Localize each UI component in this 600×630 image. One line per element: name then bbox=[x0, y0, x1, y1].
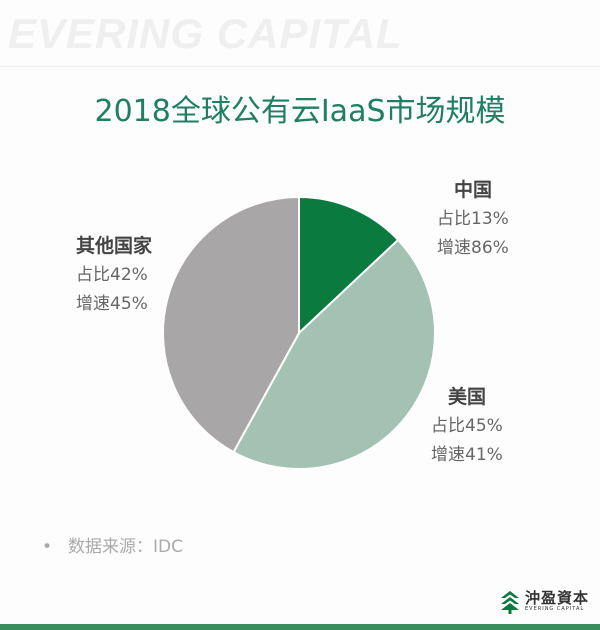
slice-china bbox=[298, 196, 400, 336]
pie-slices bbox=[162, 196, 436, 470]
label-usa-share: 占比45% bbox=[431, 416, 503, 436]
label-others: 其他国家 占比42% 增速45% bbox=[76, 232, 152, 319]
header-band: EVERING CAPITAL bbox=[0, 0, 600, 67]
label-usa: 美国 占比45% 增速41% bbox=[431, 383, 503, 470]
label-others-growth: 增速45% bbox=[76, 294, 148, 314]
slice-usa bbox=[232, 238, 436, 470]
label-usa-name: 美国 bbox=[448, 386, 487, 408]
company-logo: 沖盈資本 EVERING CAPITAL bbox=[500, 590, 589, 614]
pie-chart bbox=[162, 196, 436, 470]
tree-logo-icon bbox=[501, 591, 519, 614]
bullet: • bbox=[42, 537, 53, 557]
data-source: • 数据来源：IDC bbox=[42, 532, 183, 557]
logo-en: EVERING CAPITAL bbox=[525, 606, 585, 612]
logo-cn: 沖盈資本 bbox=[525, 589, 590, 607]
chart-title: 2018全球公有云IaaS市场规模 bbox=[94, 94, 506, 129]
slice-others bbox=[162, 196, 300, 454]
label-china: 中国 占比13% 增速86% bbox=[437, 176, 509, 263]
label-china-name: 中国 bbox=[454, 179, 493, 201]
bottom-bar bbox=[0, 624, 600, 630]
label-usa-growth: 增速41% bbox=[431, 445, 503, 465]
watermark: EVERING CAPITAL bbox=[8, 10, 403, 57]
label-china-share: 占比13% bbox=[437, 209, 509, 229]
source-text: 数据来源：IDC bbox=[68, 537, 184, 557]
label-china-growth: 增速86% bbox=[437, 238, 509, 258]
label-others-share: 占比42% bbox=[76, 265, 148, 285]
label-others-name: 其他国家 bbox=[76, 235, 153, 257]
